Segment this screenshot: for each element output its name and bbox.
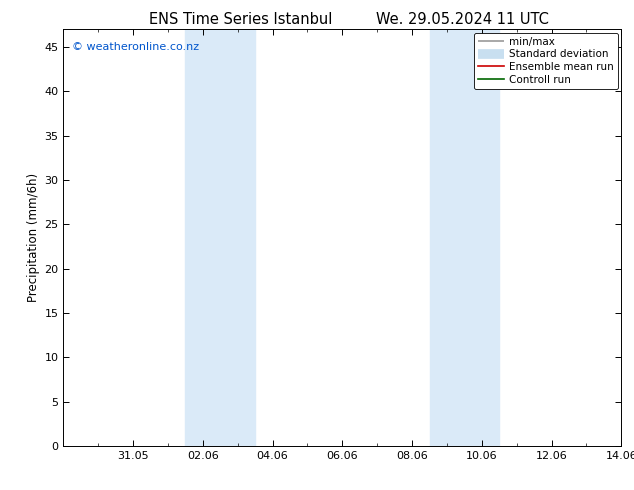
Bar <box>185 29 255 446</box>
Text: © weatheronline.co.nz: © weatheronline.co.nz <box>72 42 199 52</box>
Y-axis label: Precipitation (mm/6h): Precipitation (mm/6h) <box>27 173 40 302</box>
Text: ENS Time Series Istanbul: ENS Time Series Istanbul <box>149 12 333 27</box>
Legend: min/max, Standard deviation, Ensemble mean run, Controll run: min/max, Standard deviation, Ensemble me… <box>474 32 618 89</box>
Text: We. 29.05.2024 11 UTC: We. 29.05.2024 11 UTC <box>377 12 549 27</box>
Bar <box>429 29 500 446</box>
